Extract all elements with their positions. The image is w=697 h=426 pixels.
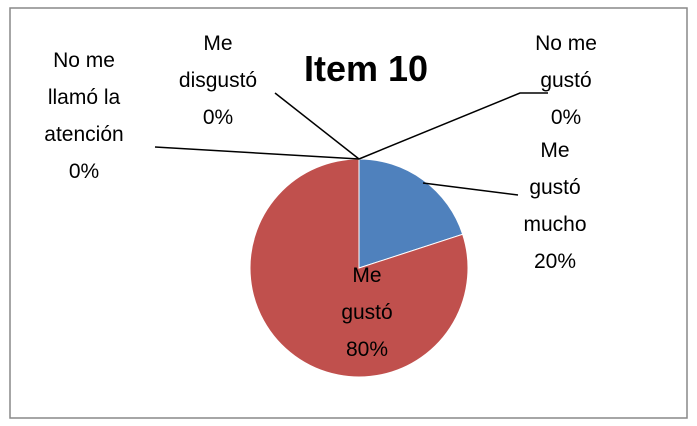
category-label: No me llamó la atención <box>44 49 124 146</box>
category-label: Me disgustó <box>178 32 258 92</box>
value-label: 0% <box>202 106 234 129</box>
pie <box>249 158 469 378</box>
category-label: Me gustó mucho <box>523 139 587 236</box>
value-label: 0% <box>68 160 100 183</box>
leader-line <box>422 182 519 196</box>
leader-line <box>154 146 360 160</box>
pie-slice <box>358 158 464 269</box>
chart-title: Item 10 <box>303 48 429 89</box>
value-label: 0% <box>550 106 582 129</box>
value-label: 20% <box>533 250 577 273</box>
data-label: No me llamó la atención 0% <box>32 42 137 190</box>
category-label: No me gustó <box>535 32 597 92</box>
data-label: Me disgustó 0% <box>171 25 266 136</box>
data-label: Me gustó 80% <box>330 257 405 368</box>
data-label: No me gustó 0% <box>526 25 606 136</box>
data-label: Me gustó mucho 20% <box>515 132 595 280</box>
pie-slice <box>249 158 469 378</box>
category-label: Me gustó <box>341 264 393 324</box>
value-label: 80% <box>345 338 389 361</box>
leader-line <box>358 92 548 160</box>
leader-line <box>274 92 360 160</box>
leader-lines <box>154 92 548 196</box>
